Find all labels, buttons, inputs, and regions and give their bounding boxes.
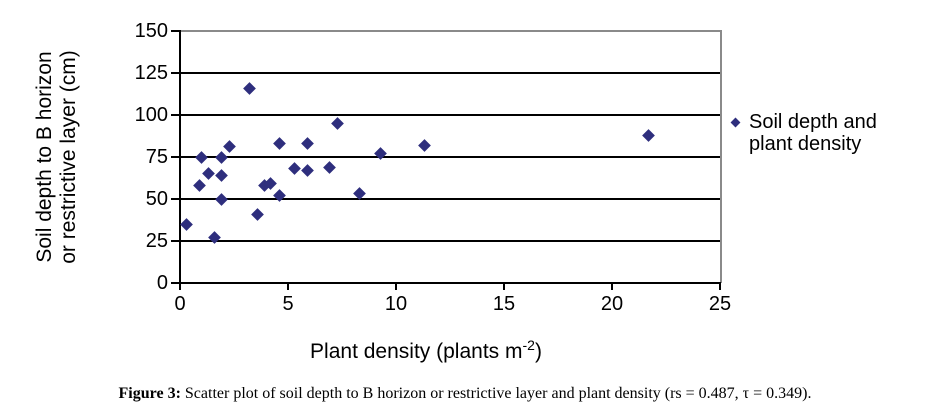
horizontal-gridline — [180, 114, 720, 116]
x-axis-title-exponent: -2 — [522, 337, 535, 353]
x-axis-tick-label: 15 — [492, 293, 516, 315]
legend-label-line1: Soil depth and — [749, 111, 877, 133]
x-axis-line — [179, 282, 721, 284]
x-axis-title-text: Plant density (plants m — [310, 340, 523, 363]
y-axis-tick-label: 125 — [134, 62, 168, 84]
horizontal-gridline — [180, 156, 720, 158]
x-axis-tick — [503, 283, 505, 290]
y-axis-line — [179, 30, 181, 284]
x-axis-title-close: ) — [534, 340, 542, 363]
y-axis-tick-label: 25 — [145, 230, 168, 252]
x-axis-tick-label: 10 — [384, 293, 408, 315]
y-axis-tick — [171, 114, 180, 116]
legend-diamond-marker-icon — [730, 117, 741, 128]
horizontal-gridline — [180, 240, 720, 242]
legend-label: Soil depth and plant density — [749, 111, 877, 155]
y-axis-tick-label: 0 — [156, 272, 168, 294]
y-axis-title-line2: or restrictive layer (cm) — [57, 50, 80, 264]
figure-caption-label: Figure 3: — [118, 385, 181, 402]
x-axis-tick — [179, 283, 181, 290]
horizontal-gridline — [180, 198, 720, 200]
x-axis-tick — [719, 283, 721, 290]
x-axis-tick-label: 25 — [708, 293, 732, 315]
y-axis-tick — [171, 198, 180, 200]
y-axis-tick — [171, 282, 180, 284]
y-axis-tick — [171, 240, 180, 242]
y-axis-tick-label: 150 — [134, 20, 168, 42]
y-axis-tick-label: 75 — [145, 146, 168, 168]
legend: Soil depth and plant density — [730, 111, 877, 155]
x-axis-tick-label: 5 — [282, 293, 294, 315]
y-axis-title-line1: Soil depth to B horizon — [33, 51, 56, 263]
x-axis-tick — [611, 283, 613, 290]
y-axis-tick-label: 50 — [145, 188, 168, 210]
x-axis-tick-label: 20 — [600, 293, 624, 315]
y-axis-tick — [171, 30, 180, 32]
figure-caption-text: Scatter plot of soil depth to B horizon … — [180, 385, 812, 402]
y-axis-title: Soil depth to B horizon or restrictive l… — [33, 50, 81, 264]
legend-label-line2: plant density — [749, 133, 862, 155]
figure-caption: Figure 3: Scatter plot of soil depth to … — [0, 384, 930, 403]
y-axis-tick-label: 100 — [134, 104, 168, 126]
x-axis-tick — [287, 283, 289, 290]
y-axis-tick — [171, 156, 180, 158]
x-axis-tick-label: 0 — [174, 293, 186, 315]
x-axis-title: Plant density (plants m-2) — [310, 337, 542, 364]
x-axis-tick — [395, 283, 397, 290]
y-axis-tick — [171, 72, 180, 74]
horizontal-gridline — [180, 72, 720, 74]
